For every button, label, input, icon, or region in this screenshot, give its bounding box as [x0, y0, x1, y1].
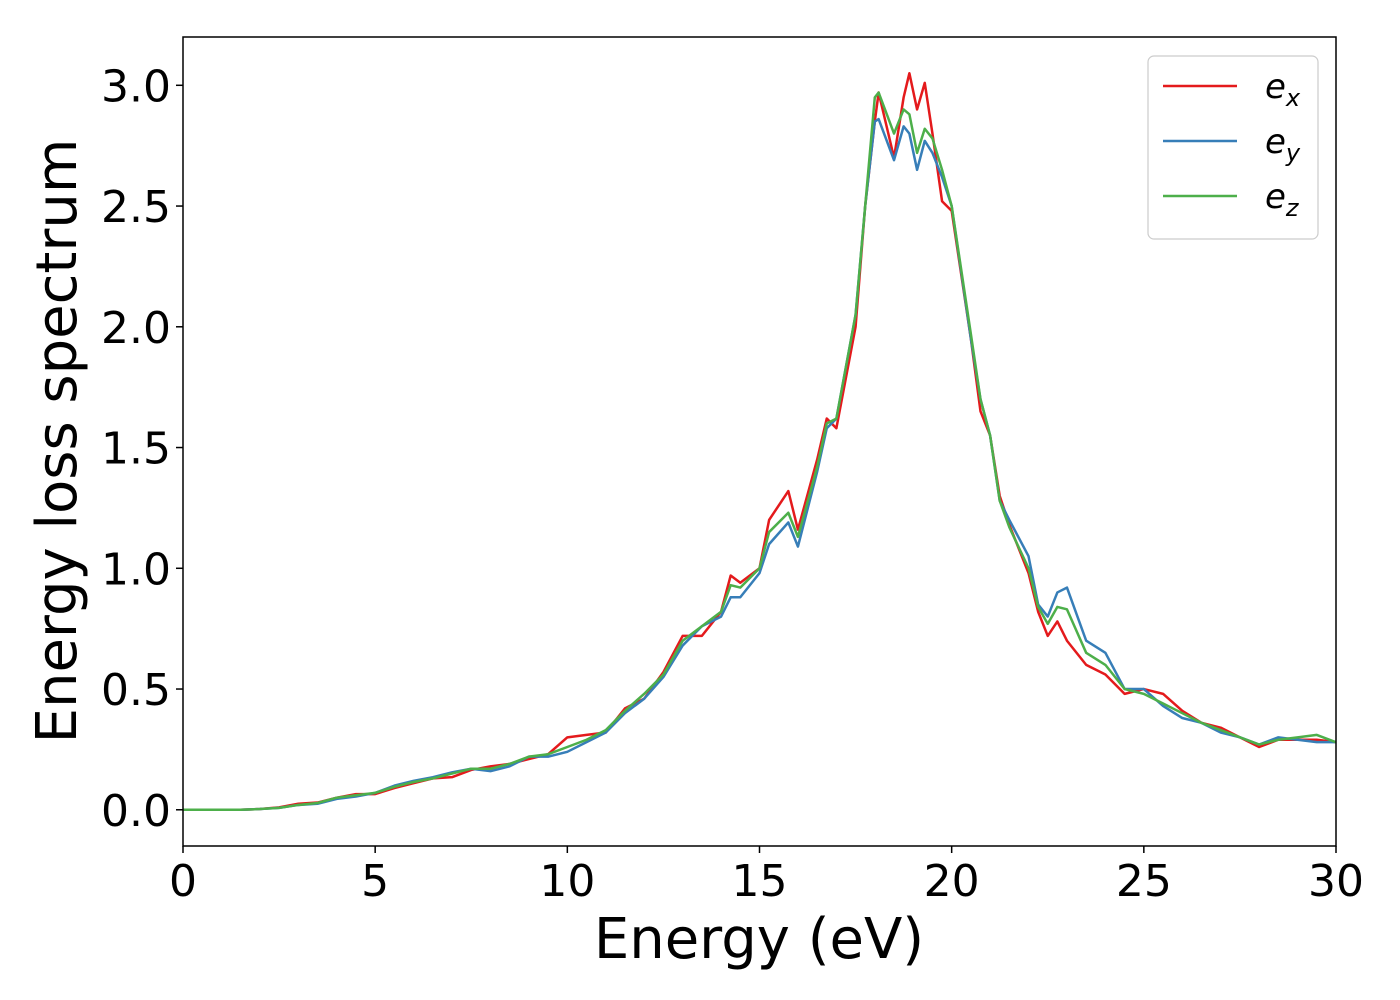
data-line: [183, 91, 1336, 812]
y-tick-label: 2.5: [101, 182, 171, 233]
x-tick-label: 15: [732, 856, 788, 907]
legend-box: [1147, 55, 1319, 240]
y-axis-label: Energy loss spectrum: [25, 139, 90, 744]
legend-label-sub: y: [1285, 139, 1301, 167]
x-tick-label: 20: [924, 856, 980, 907]
y-tick-label: 3.0: [101, 61, 171, 112]
y-tick-label: 0.0: [101, 786, 171, 837]
x-tick-label: 25: [1116, 856, 1172, 907]
x-tick-label: 30: [1308, 856, 1364, 907]
plot-frame: [182, 36, 1337, 847]
legend-label-base: e: [1265, 67, 1286, 107]
legend-label-sub: z: [1285, 194, 1300, 222]
y-tick-label: 1.5: [101, 424, 171, 475]
x-tick-label: 10: [539, 856, 595, 907]
legend-label-sub: x: [1285, 84, 1301, 112]
x-tick-label: 0: [169, 856, 197, 907]
y-tick-label: 1.0: [101, 544, 171, 595]
legend-label-base: e: [1265, 122, 1286, 162]
legend-label-base: e: [1265, 177, 1286, 217]
legend-label: ex: [1265, 67, 1301, 112]
legend-label: ez: [1265, 177, 1300, 222]
x-axis-label: Energy (eV): [594, 907, 924, 972]
x-tick-label: 5: [361, 856, 389, 907]
y-tick-label: 0.5: [101, 665, 171, 716]
y-tick-label: 2.0: [101, 303, 171, 354]
legend-label: ey: [1265, 122, 1301, 167]
